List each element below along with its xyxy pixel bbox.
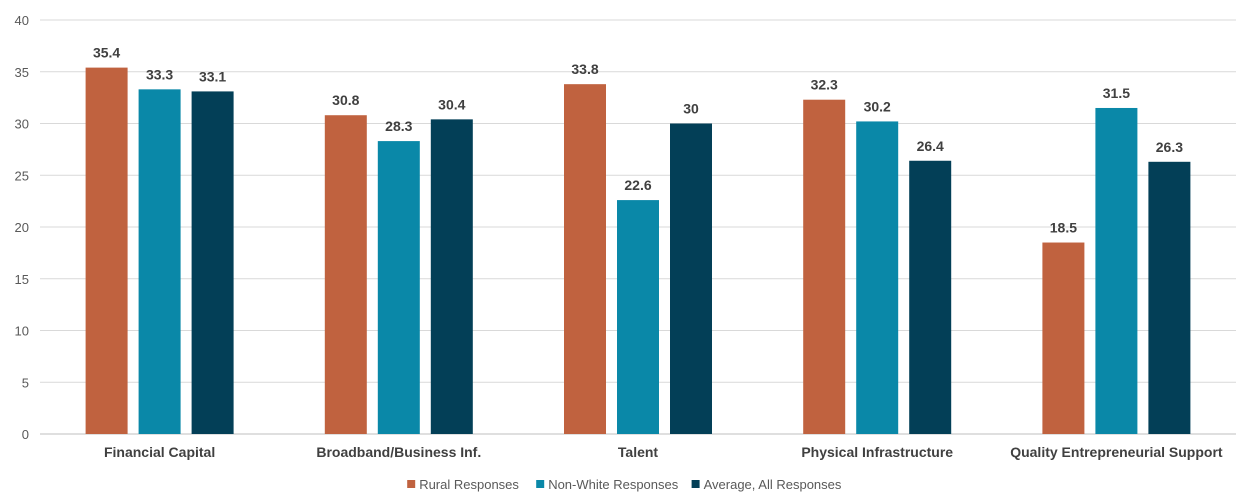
legend: Rural Responses Non-White Responses Averag… (407, 477, 842, 492)
bar (1148, 161, 1191, 435)
bar (85, 67, 128, 435)
category-label: Financial Capital (104, 444, 215, 460)
y-tick-label: 30 (15, 117, 29, 132)
legend-swatch (536, 480, 545, 488)
legend-swatch (691, 480, 700, 488)
data-label: 33.1 (199, 68, 226, 84)
bar (377, 141, 420, 434)
category-label: Talent (618, 444, 659, 460)
legend-label: Rural Responses (419, 477, 519, 492)
data-label: 30.4 (438, 96, 465, 112)
data-label: 30 (683, 101, 699, 117)
bar (564, 84, 606, 435)
y-tick-label: 5 (22, 375, 29, 390)
data-label: 28.3 (385, 118, 412, 134)
bar (1042, 242, 1085, 434)
bar (670, 123, 712, 434)
bar (324, 115, 367, 434)
data-label: 30.8 (332, 92, 359, 108)
bar (138, 89, 181, 434)
bars (85, 67, 1191, 435)
y-tick-label: 20 (15, 220, 29, 235)
data-label: 33.8 (571, 61, 598, 77)
category-label: Broadband/Business Inf. (316, 444, 481, 460)
y-tick-label: 10 (15, 324, 29, 339)
bar (617, 200, 659, 434)
data-label: 30.2 (864, 98, 891, 114)
data-label: 18.5 (1050, 220, 1077, 236)
data-label: 32.3 (811, 77, 838, 93)
y-tick-label: 0 (22, 427, 29, 442)
bar (856, 121, 899, 435)
legend-label: Average, All Responses (704, 477, 842, 492)
data-label: 22.6 (624, 177, 651, 193)
bar (1095, 107, 1138, 434)
legend-swatch (407, 480, 416, 488)
bar (191, 91, 234, 434)
y-tick-label: 35 (15, 65, 29, 80)
bar (430, 119, 473, 435)
legend-label: Non-White Responses (548, 477, 679, 492)
data-label: 26.3 (1156, 139, 1183, 155)
bar (909, 160, 952, 434)
y-tick-label: 15 (15, 272, 29, 287)
y-tick-label: 40 (15, 13, 29, 28)
bar (803, 99, 846, 434)
data-label: 33.3 (146, 66, 173, 82)
data-label: 31.5 (1103, 85, 1130, 101)
y-tick-label: 25 (15, 168, 29, 183)
data-label: 26.4 (917, 138, 944, 154)
data-label: 35.4 (93, 45, 120, 61)
category-label: Physical Infrastructure (801, 444, 953, 460)
category-label: Quality Entrepreneurial Support (1010, 444, 1223, 460)
